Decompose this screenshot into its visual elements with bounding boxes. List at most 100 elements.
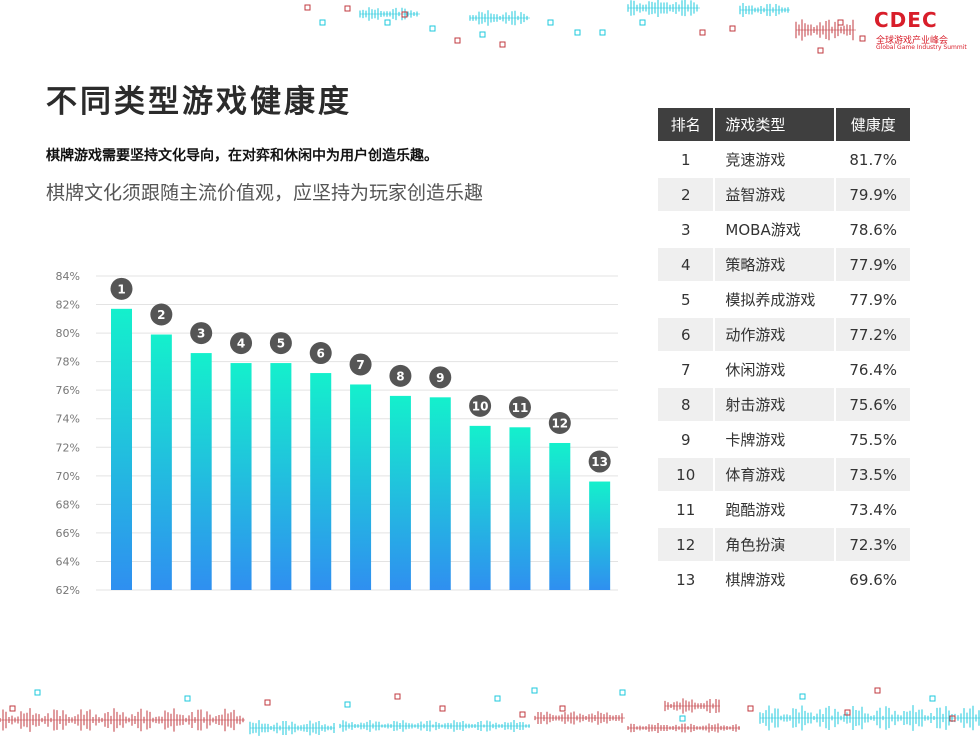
header-health: 健康度 [836,108,910,141]
bottom-soundwave-decoration [0,687,980,736]
y-tick-label: 62% [56,584,80,597]
row-rank: 5 [680,290,691,309]
header-rank: 排名 [658,108,714,141]
cdec-logo: CDEC 全球游戏产业峰会 Global Game Industry Summi… [874,8,974,52]
rank-badge-label: 2 [157,308,165,322]
rank-badge-label: 9 [436,371,444,385]
bar [310,373,332,590]
bar [111,308,132,590]
table-row: 12 角色扮演 72.3% [658,528,910,561]
row-genre: 棋牌游戏 [713,563,837,596]
rank-badge-label: 8 [396,369,404,383]
logo-english-name: Global Game Industry Summit [876,44,967,51]
row-rank: 1 [680,150,691,169]
subtitle-bold: 棋牌游戏需要坚持文化导向，在对弈和休闲中为用户创造乐趣。 [46,148,438,164]
bar [190,353,212,590]
bar [150,334,172,590]
table-row: 8 射击游戏 75.6% [658,388,910,421]
row-rank: 8 [658,388,714,421]
row-rank: 7 [680,360,691,379]
logo-mark: CDEC [874,8,938,32]
y-tick-label: 66% [56,527,80,540]
y-tick-label: 80% [56,327,80,340]
rank-badge-label: 1 [117,282,125,296]
bar [270,363,292,590]
row-health: 77.9% [836,248,910,281]
table-row: 9 卡牌游戏 75.5% [658,423,910,456]
rank-badge-label: 11 [512,401,529,415]
table-row: 10 体育游戏 73.5% [658,458,910,491]
rank-badge [110,277,133,300]
row-health: 72.3% [836,528,910,561]
table-row: 11 跑酷游戏 73.4% [658,493,910,526]
y-tick-label: 64% [56,555,80,568]
row-health: 69.6% [849,570,898,589]
table-row: 13 棋牌游戏 69.6% [658,563,910,596]
bar [389,395,411,590]
bar [589,481,611,590]
subtitle-plain: 棋牌文化须跟随主流价值观，应坚持为玩家创造乐趣 [46,182,484,204]
y-tick-label: 68% [56,498,80,511]
top-soundwave-decoration [304,0,866,54]
row-rank: 4 [658,248,714,281]
rank-badge [150,303,173,326]
table-row: 6 动作游戏 77.2% [658,318,910,351]
table-row: 3 MOBA游戏 78.6% [658,213,910,246]
table-row: 2 益智游戏 79.9% [658,178,910,211]
row-rank: 12 [658,528,714,561]
bar [549,442,571,590]
bar [469,425,491,590]
row-health: 73.4% [849,500,898,519]
table-row: 4 策略游戏 77.9% [658,248,910,281]
row-genre: 休闲游戏 [713,353,837,386]
rank-badge [429,366,452,389]
row-genre: 角色扮演 [713,528,837,561]
rank-badge-label: 13 [591,455,608,469]
rank-badge-label: 12 [551,416,568,430]
row-health: 81.7% [849,150,898,169]
row-genre: 体育游戏 [713,458,837,491]
bar [230,363,252,590]
row-rank: 9 [680,430,691,449]
rank-badge-label: 10 [472,399,489,413]
bar [509,427,531,590]
bar [429,397,451,590]
bar [350,384,372,590]
table-row: 7 休闲游戏 76.4% [658,353,910,386]
row-genre: 卡牌游戏 [713,423,837,456]
table-header-row: 排名 游戏类型 健康度 [658,108,910,141]
row-health: 76.4% [849,360,898,379]
rank-badge [349,353,372,376]
rank-badge [269,332,292,355]
rank-badge [469,394,492,417]
health-bar-chart: 62%64%66%68%70%72%74%76%78%80%82%84% 123… [56,270,618,597]
row-genre: 竞速游戏 [713,143,837,176]
row-genre: 策略游戏 [713,248,837,281]
row-health: 75.6% [836,388,910,421]
row-health: 75.5% [849,430,898,449]
page-title: 不同类型游戏健康度 [46,84,352,120]
table-row: 1 竞速游戏 81.7% [658,143,910,176]
rank-badge [389,364,412,387]
row-rank: 3 [680,220,691,239]
y-tick-label: 72% [56,441,80,454]
rank-badge-label: 3 [197,327,205,341]
y-tick-label: 74% [56,413,80,426]
rank-badge [309,342,332,365]
rank-badge-label: 5 [277,337,285,351]
y-tick-label: 76% [56,384,80,397]
table-row: 5 模拟养成游戏 77.9% [658,283,910,316]
row-health: 79.9% [836,178,910,211]
y-tick-label: 84% [56,270,80,283]
rank-badge-label: 6 [317,347,325,361]
rank-badge-label: 7 [356,358,364,372]
row-genre: 动作游戏 [713,318,837,351]
row-genre: 射击游戏 [713,388,837,421]
row-rank: 10 [658,458,714,491]
row-genre: MOBA游戏 [713,213,837,246]
health-ranking-table: 排名 游戏类型 健康度 1 竞速游戏 81.7% 2 益智游戏 79.9% 3 MOBA游… [658,106,910,598]
rank-badge [588,450,611,473]
row-rank: 13 [676,570,696,589]
row-health: 77.2% [836,318,910,351]
row-genre: 跑酷游戏 [713,493,837,526]
